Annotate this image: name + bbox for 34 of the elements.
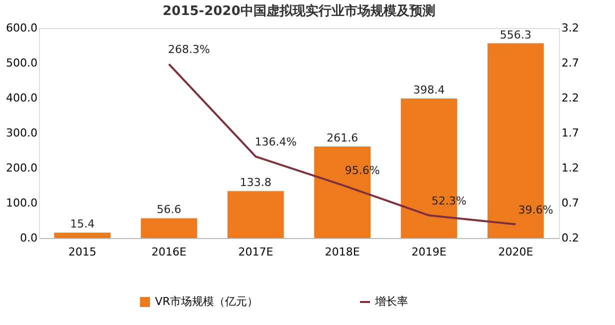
x-tick-label: 2018E (324, 246, 360, 258)
y2-tick-label: 0.7 (562, 196, 579, 210)
y-tick-label: 500.0 (6, 56, 38, 70)
data-label: 133.8 (240, 176, 272, 190)
y-tick-label: 100.0 (6, 196, 38, 210)
y-tick-label: 300.0 (6, 126, 38, 140)
y2-tick-label: 1.7 (562, 126, 579, 140)
bar (140, 218, 198, 238)
data-label: 136.4% (254, 136, 297, 149)
legend-label: 增长率 (374, 295, 408, 308)
y2-tick-label: 0.2 (562, 232, 579, 244)
y-tick-label: 0.0 (20, 232, 38, 244)
x-tick-label: 2020E (498, 246, 534, 258)
x-tick-label: 2017E (238, 246, 274, 258)
bar (228, 191, 284, 238)
y-tick-label: 200.0 (6, 162, 38, 174)
x-tick-label: 2015 (68, 246, 96, 258)
y2-tick-label: 1.2 (562, 162, 579, 174)
data-label: 556.3 (500, 28, 532, 42)
data-label: 15.4 (70, 218, 95, 231)
y2-tick-label: 2.7 (562, 56, 579, 70)
data-label: 268.3% (168, 43, 210, 56)
y2-tick-label: 3.2 (562, 22, 579, 34)
data-label: 56.6 (156, 203, 182, 216)
data-label: 398.4 (413, 84, 445, 97)
y2-tick-label: 2.2 (562, 92, 579, 104)
chart-title: 2015-2020中国虚拟现实行业市场规模及预测 (162, 3, 436, 19)
x-tick-label: 2016E (152, 246, 187, 258)
x-tick-label: 2019E (412, 246, 447, 258)
legend-label: VR市场规模（亿元） (155, 295, 258, 308)
y-tick-label: 600.0 (6, 22, 38, 34)
data-label: 261.6 (326, 131, 358, 144)
bar (54, 232, 110, 238)
y-tick-label: 400.0 (6, 92, 38, 104)
